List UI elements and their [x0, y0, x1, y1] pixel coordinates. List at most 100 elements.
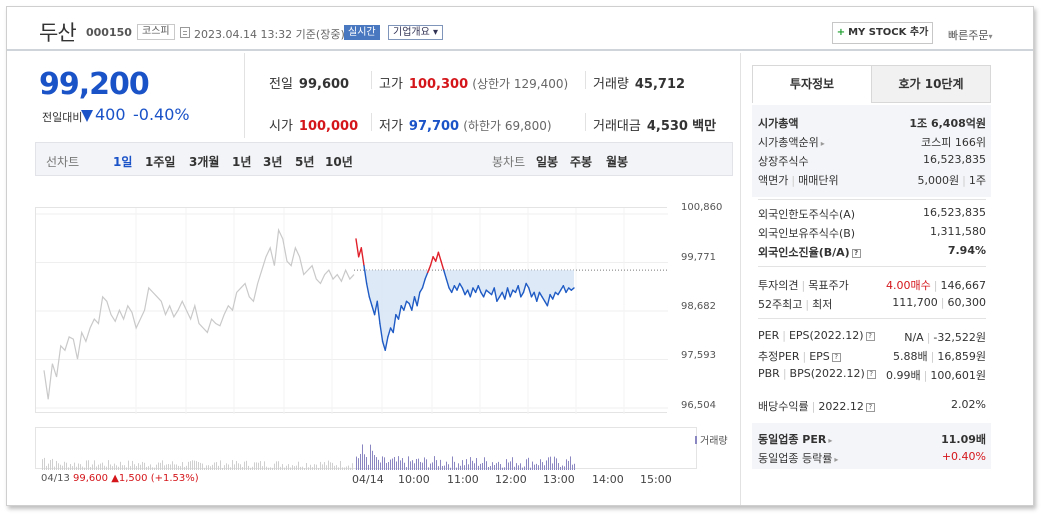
- volume-bar: [436, 460, 437, 470]
- volume-bar: [514, 466, 515, 470]
- volume-bar: [452, 456, 453, 470]
- volume-bar: [88, 460, 89, 470]
- help-icon[interactable]: ?: [831, 353, 841, 362]
- price-line-segment: [520, 291, 525, 298]
- tab-1d[interactable]: 1일: [113, 155, 133, 169]
- volume-bar: [302, 466, 303, 470]
- help-icon[interactable]: ?: [865, 403, 875, 412]
- volume-bar: [320, 461, 321, 470]
- volume-bar: [380, 462, 381, 470]
- volume-bar: [130, 466, 131, 470]
- x-tick-label: 10:00: [398, 473, 430, 486]
- volume-bar: [408, 456, 409, 470]
- help-icon[interactable]: ?: [851, 249, 861, 258]
- volume-bar: [110, 464, 111, 470]
- tab-10y[interactable]: 10년: [325, 155, 353, 169]
- tab-weekly[interactable]: 주봉: [570, 155, 593, 169]
- tab-orderbook[interactable]: 호가 10단계: [871, 65, 991, 103]
- volume-stat: 거래량 45,712: [593, 73, 685, 92]
- volume-bar: [260, 461, 261, 470]
- x-tick-label: 12:00: [495, 473, 527, 486]
- volume-bar: [494, 464, 495, 470]
- volume-bar: [384, 457, 385, 470]
- chevron-down-icon: ▾: [433, 27, 439, 38]
- volume-bar: [52, 458, 53, 470]
- add-my-stock-label: MY STOCK 추가: [848, 27, 929, 38]
- volume-bar: [118, 466, 119, 470]
- volume-bar: [472, 460, 473, 470]
- volume-bar: [154, 467, 155, 470]
- tab-3m[interactable]: 3개월: [189, 155, 220, 169]
- pbr-value: 0.99배: [886, 369, 921, 382]
- candle-chart-label: 봉차트: [492, 155, 526, 169]
- price-line-segment: [570, 287, 575, 291]
- volume-bar: [192, 460, 193, 470]
- price-chart[interactable]: [35, 207, 668, 414]
- price-line-segment: [533, 291, 538, 302]
- volume-bar: [566, 459, 567, 470]
- volume-bar: [548, 457, 549, 470]
- price-line-segment: [435, 251, 440, 262]
- volume-bar: [164, 465, 165, 470]
- realtime-badge[interactable]: 실시간: [344, 25, 380, 40]
- price-line-segment: [445, 278, 450, 289]
- tab-daily[interactable]: 일봉: [536, 155, 559, 169]
- volume-bar: [48, 463, 49, 470]
- volume-bar: [226, 463, 227, 470]
- price-line-segment: [474, 285, 479, 294]
- volume-bar: [334, 465, 335, 470]
- volume-bar: [350, 467, 351, 470]
- divider: [585, 113, 586, 131]
- volume-bar: [470, 457, 471, 470]
- volume-bar: [82, 466, 83, 470]
- volume-bar: [268, 467, 269, 470]
- line-chart-label: 선차트: [46, 155, 80, 169]
- volume-bar: [204, 467, 205, 470]
- quick-order-link[interactable]: 빠른주문▾: [948, 27, 993, 43]
- per-value: N/A: [904, 331, 924, 344]
- price-line-segment: [365, 282, 370, 298]
- tab-3y[interactable]: 3년: [263, 155, 283, 169]
- volume-bar: [348, 465, 349, 470]
- volume-bar: [300, 466, 301, 470]
- tab-1w[interactable]: 1주일: [145, 155, 176, 169]
- par-value: 5,000원: [917, 174, 960, 187]
- volume-bar: [214, 462, 215, 470]
- price-line-segment: [493, 287, 498, 302]
- volume-bar: [46, 465, 47, 470]
- volume-bar: [416, 458, 417, 470]
- volume-bar: [124, 465, 125, 470]
- volume-bar: [322, 464, 323, 470]
- volume-bar: [78, 463, 79, 470]
- add-my-stock-button[interactable]: + MY STOCK 추가: [832, 22, 933, 44]
- opinion-value: 4.00매수: [886, 279, 931, 292]
- volume-bar: [556, 458, 557, 470]
- help-icon[interactable]: ?: [865, 332, 875, 341]
- volume-bar: [296, 465, 297, 470]
- volume-bar: [238, 463, 239, 470]
- tab-1y[interactable]: 1년: [232, 155, 252, 169]
- price-line-segment: [371, 305, 376, 316]
- volume-bar: [280, 466, 281, 470]
- company-overview-dropdown[interactable]: 기업개요 ▾: [388, 25, 444, 40]
- price-line-segment: [456, 282, 461, 291]
- volume-bar: [446, 461, 447, 470]
- volume-bar: [170, 464, 171, 470]
- volume-bar: [156, 464, 157, 470]
- price-line-segment: [482, 289, 487, 298]
- help-icon[interactable]: ?: [866, 370, 876, 379]
- price-line-segment: [440, 260, 445, 271]
- stock-name[interactable]: 두산: [39, 21, 77, 45]
- volume-bar: [176, 464, 177, 470]
- volume-bar: [188, 461, 189, 470]
- price-line-segment: [466, 289, 472, 298]
- volume-bar: [370, 444, 371, 470]
- volume-bar: [138, 463, 139, 470]
- volume-bar: [144, 462, 145, 470]
- prev-day-price: 99,600: [73, 473, 109, 484]
- volume-bar: [228, 464, 229, 470]
- tab-monthly[interactable]: 월봉: [606, 155, 629, 169]
- volume-bar: [488, 466, 489, 470]
- tab-invest-info[interactable]: 투자정보: [752, 65, 872, 103]
- tab-5y[interactable]: 5년: [295, 155, 315, 169]
